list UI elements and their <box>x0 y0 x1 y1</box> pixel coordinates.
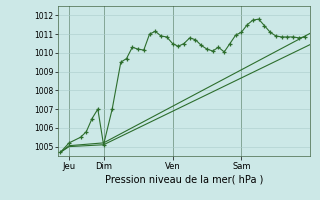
X-axis label: Pression niveau de la mer( hPa ): Pression niveau de la mer( hPa ) <box>105 175 263 185</box>
